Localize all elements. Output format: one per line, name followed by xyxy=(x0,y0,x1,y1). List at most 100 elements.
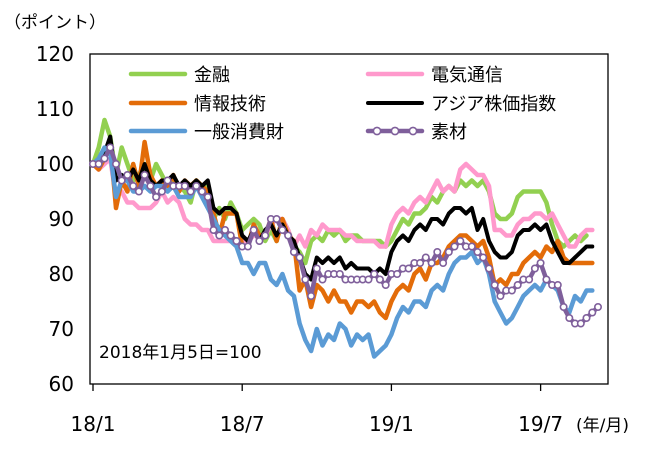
materials-point-marker xyxy=(484,264,493,273)
materials-point-marker xyxy=(416,258,425,267)
materials-point-marker xyxy=(456,237,465,246)
materials-point-marker xyxy=(467,242,476,251)
series-line-telecom xyxy=(90,156,595,249)
series-layer xyxy=(89,117,602,359)
materials-point-marker xyxy=(427,258,436,267)
materials-point-marker xyxy=(100,154,109,163)
materials-point-marker xyxy=(421,253,430,262)
series-line-consumer xyxy=(90,145,595,359)
legend-label-it: 情報技術 xyxy=(194,94,266,115)
materials-point-marker xyxy=(209,226,218,235)
materials-point-marker xyxy=(565,313,574,322)
materials-point-marker xyxy=(117,176,126,185)
materials-point-marker xyxy=(289,248,298,257)
y-tick-label: 90 xyxy=(49,207,74,231)
materials-point-marker xyxy=(307,291,316,300)
materials-point-marker xyxy=(450,242,459,251)
materials-point-marker xyxy=(261,231,270,240)
materials-point-marker xyxy=(203,193,212,202)
y-axis-ticks: 60 70 80 90 100 110 120 xyxy=(36,42,74,396)
materials-point-marker xyxy=(559,302,568,311)
materials-point-marker xyxy=(226,231,235,240)
materials-point-marker xyxy=(163,176,172,185)
materials-point-marker xyxy=(364,275,373,284)
materials-point-marker xyxy=(530,264,539,273)
materials-point-marker xyxy=(272,215,281,224)
materials-point-marker xyxy=(123,171,132,180)
materials-point-marker xyxy=(232,237,241,246)
legend-label-asia: アジア株価指数 xyxy=(431,94,556,115)
materials-point-marker xyxy=(112,160,121,169)
materials-point-marker xyxy=(593,302,602,311)
legend-label-consumer: 一般消費財 xyxy=(194,122,284,143)
x-tick-label: 18/1 xyxy=(71,412,116,436)
materials-point-marker xyxy=(284,231,293,240)
materials-point-marker xyxy=(582,313,591,322)
x-axis-unit-label: (年/月) xyxy=(576,416,629,436)
materials-point-marker xyxy=(473,248,482,257)
x-tick-label: 19/1 xyxy=(369,412,414,436)
materials-point-marker xyxy=(198,187,207,196)
y-tick-label: 60 xyxy=(49,372,74,396)
materials-point-marker xyxy=(106,143,115,152)
materials-point-marker xyxy=(375,275,384,284)
materials-point-marker xyxy=(444,248,453,257)
materials-point-marker xyxy=(278,226,287,235)
y-tick-label: 100 xyxy=(36,152,74,176)
materials-point-marker xyxy=(576,319,585,328)
materials-point-marker xyxy=(94,160,103,169)
materials-point-marker xyxy=(370,269,379,278)
materials-point-marker xyxy=(215,231,224,240)
materials-point-marker xyxy=(335,269,344,278)
materials-point-marker xyxy=(134,187,143,196)
base-date-annotation: 2018年1月5日=100 xyxy=(99,343,262,363)
legend-label-telecom: 電気通信 xyxy=(431,65,503,86)
materials-point-marker xyxy=(129,182,138,191)
legend-marker-materials xyxy=(390,126,400,136)
materials-point-marker xyxy=(192,182,201,191)
materials-point-marker xyxy=(479,253,488,262)
materials-point-marker xyxy=(318,275,327,284)
materials-point-marker xyxy=(404,264,413,273)
materials-point-marker xyxy=(301,275,310,284)
materials-point-marker xyxy=(312,264,321,273)
materials-point-marker xyxy=(152,193,161,202)
materials-point-marker xyxy=(513,280,522,289)
plot-area xyxy=(89,53,609,385)
materials-point-marker xyxy=(536,258,545,267)
materials-point-marker xyxy=(525,275,534,284)
series-line-asia xyxy=(91,134,595,282)
legend-label-materials: 素材 xyxy=(431,122,467,143)
materials-point-marker xyxy=(496,291,505,300)
x-axis-ticks: 18/1 18/7 19/1 19/7 xyxy=(71,384,563,436)
legend-marker-materials xyxy=(372,126,382,136)
materials-point-marker xyxy=(255,237,264,246)
materials-point-marker xyxy=(186,187,195,196)
materials-point-marker xyxy=(381,280,390,289)
materials-point-marker xyxy=(588,308,597,317)
materials-point-marker xyxy=(439,258,448,267)
materials-point-marker xyxy=(249,226,258,235)
y-tick-label: 70 xyxy=(49,317,74,341)
materials-point-marker xyxy=(542,275,551,284)
y-tick-label: 80 xyxy=(49,262,74,286)
materials-point-marker xyxy=(146,182,155,191)
materials-point-marker xyxy=(507,286,516,295)
x-tick-label: 18/7 xyxy=(220,412,265,436)
y-axis-unit-label: （ポイント） xyxy=(4,13,106,33)
legend-marker-materials xyxy=(408,126,418,136)
materials-point-marker xyxy=(243,242,252,251)
materials-point-marker xyxy=(393,269,402,278)
materials-point-marker xyxy=(490,280,499,289)
materials-point-marker xyxy=(221,226,230,235)
materials-point-marker xyxy=(180,182,189,191)
y-tick-label: 120 xyxy=(36,42,74,66)
materials-point-marker xyxy=(157,187,166,196)
legend-label-gold: 金融 xyxy=(194,65,230,86)
materials-point-marker xyxy=(553,280,562,289)
x-tick-label: 19/7 xyxy=(518,412,563,436)
materials-point-marker xyxy=(433,248,442,257)
y-tick-label: 110 xyxy=(36,97,74,121)
